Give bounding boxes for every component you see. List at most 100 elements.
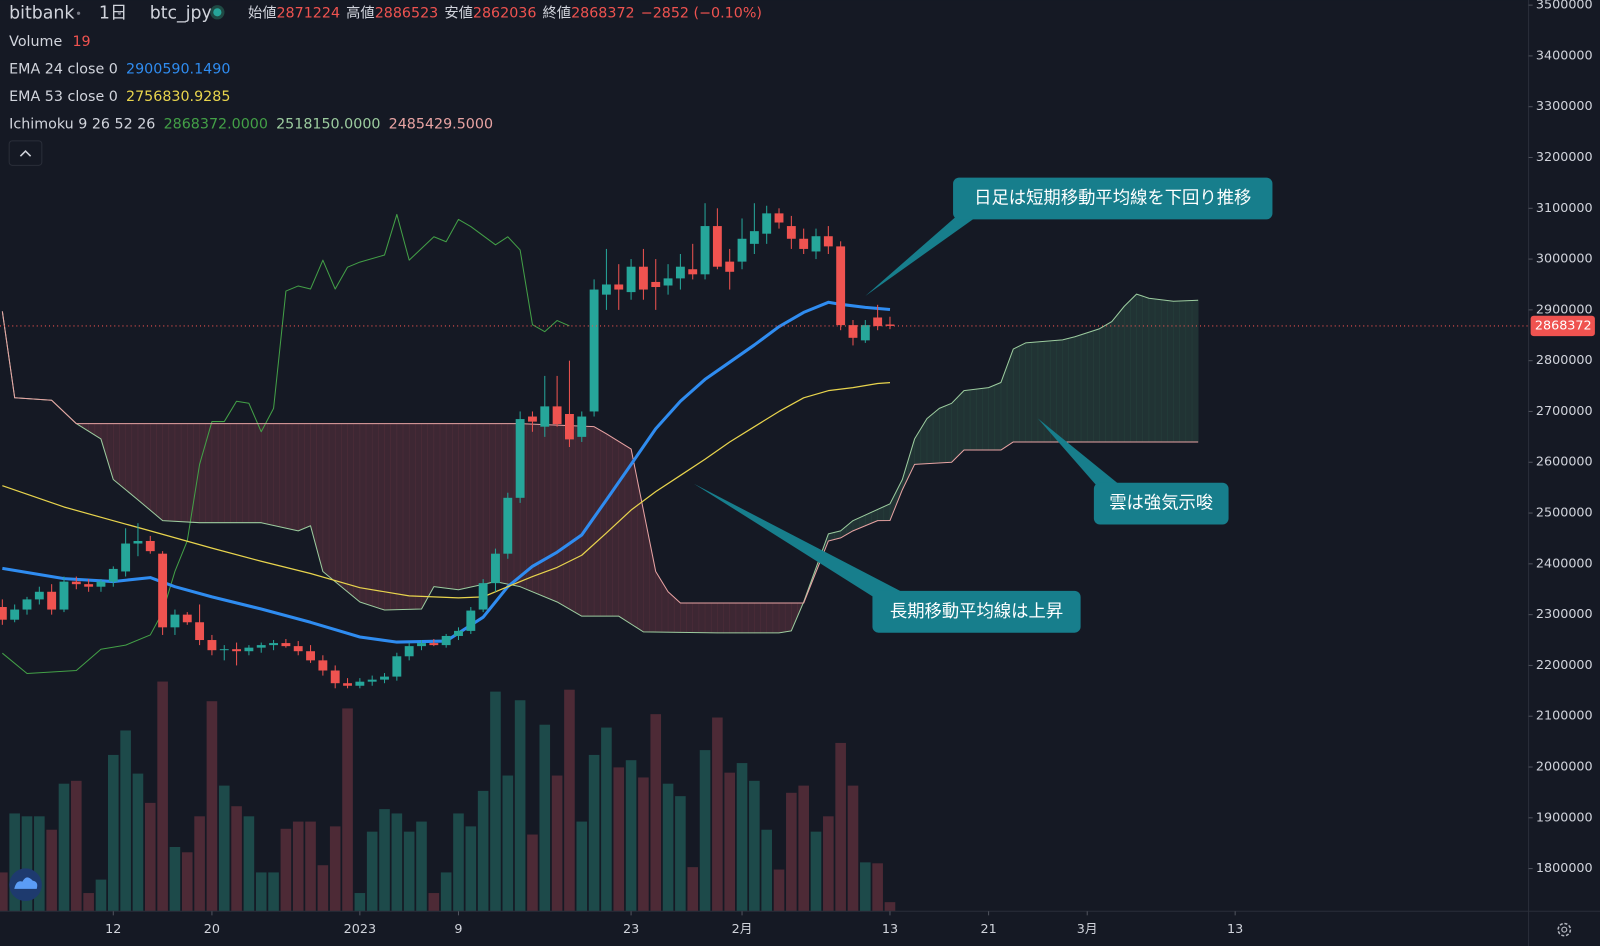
cloud-fill (1173, 300, 1180, 443)
separator-dot (76, 11, 81, 15)
cloud-fill (988, 384, 996, 451)
cloud-fill (316, 423, 324, 572)
candle-body (195, 622, 205, 641)
gear-icon[interactable] (1557, 922, 1572, 937)
callout-text: 長期移動平均線は上昇 (890, 602, 1063, 622)
cloud-fill (230, 423, 237, 524)
cloud-fill (408, 423, 416, 610)
ohlc-label: 終値 (543, 4, 572, 21)
cloud-fill (137, 423, 145, 506)
gear-hub[interactable] (1561, 926, 1568, 933)
y-tick-label: 3500000 (1536, 0, 1593, 13)
volume-bar (403, 831, 415, 912)
logo[interactable] (9, 868, 42, 902)
volume-bar (453, 813, 464, 912)
cloud-fill (1154, 298, 1162, 443)
volume-bar (95, 879, 107, 912)
volume-bar (514, 700, 526, 912)
y-tick-label: 1800000 (1536, 861, 1593, 876)
candle-body (528, 416, 537, 422)
cloud-fill (353, 423, 361, 603)
candle-body (651, 281, 661, 288)
candle-body (281, 643, 291, 647)
candle-body (355, 681, 365, 686)
x-tick-label: 13 (882, 922, 898, 937)
cloud-fill (692, 602, 700, 633)
candle-body (552, 406, 562, 425)
volume-bar (194, 816, 205, 912)
cloud-fill (125, 423, 133, 496)
candle-body (182, 614, 192, 623)
volume-bar (490, 691, 501, 912)
volume-bar (58, 783, 70, 912)
cloud-fill (341, 423, 348, 593)
legend-value: 19 (72, 34, 90, 50)
cloud-fill (347, 423, 355, 598)
volume-bar (835, 742, 846, 912)
cloud-fill (119, 423, 126, 491)
button-frame[interactable] (8, 140, 43, 166)
cloud-fill (297, 423, 305, 532)
callout-pointer (1037, 418, 1119, 492)
collapse-button[interactable] (8, 140, 43, 166)
candle-body (688, 269, 698, 275)
cloud-fill (304, 423, 311, 529)
candle-body (108, 568, 118, 582)
candle-body (601, 284, 611, 295)
y-tick-label: 2700000 (1536, 404, 1593, 419)
y-tick-label: 2300000 (1536, 607, 1593, 622)
candle-body (700, 226, 710, 275)
x-tick-label: 2月 (732, 922, 753, 937)
symbol-header: bitbank 1日 btc_jpy (9, 3, 212, 23)
cloud-fill (371, 423, 379, 609)
chevron-icon[interactable] (19, 149, 32, 157)
candle-body (293, 646, 303, 652)
volume-bar (132, 773, 144, 912)
x-tick-label: 9 (454, 922, 462, 937)
volume-bar (613, 767, 625, 912)
cloud-fill (1068, 336, 1076, 443)
volume-bar (280, 828, 292, 912)
volume-bar (120, 730, 131, 912)
cloud-fill (1123, 299, 1131, 443)
volume-bar (391, 813, 403, 912)
cloud-fill (754, 602, 761, 634)
x-tick-label: 23 (623, 922, 639, 937)
volume-bar (527, 834, 538, 912)
cloud-fill (168, 423, 176, 522)
volume-bar (379, 809, 390, 912)
candle-body (84, 584, 94, 587)
cloud-fill (963, 389, 971, 451)
ohlc-label: 高値 (346, 4, 375, 21)
cloud-fill (538, 424, 546, 598)
legend-ema24: EMA 24 close 0 2900590.1490 (9, 61, 230, 77)
logo-cloud[interactable] (14, 877, 38, 889)
cloud-fill (1056, 339, 1063, 443)
cloud-fill (328, 423, 336, 583)
cloud-fill (932, 407, 940, 464)
candle-body (491, 553, 500, 584)
y-tick-label: 2200000 (1536, 658, 1593, 673)
legend-value: 2518150.0000 (276, 117, 380, 133)
cloud-fill (149, 423, 157, 517)
x-tick-label: 21 (980, 922, 996, 937)
cloud-fill (741, 602, 749, 634)
cloud-fill (273, 423, 281, 528)
candle-body (269, 643, 279, 646)
candle-body (749, 231, 759, 244)
volume-bar (268, 872, 279, 912)
cloud-fill (433, 423, 441, 588)
settings-button[interactable] (1557, 922, 1572, 937)
candle-body (170, 614, 180, 628)
volume-bar (847, 785, 859, 912)
ohlc-value: 2886523 (375, 5, 439, 21)
cloud-fill (421, 423, 428, 610)
candle-body (133, 540, 143, 544)
volume-bar (736, 763, 748, 912)
cloud-fill (396, 423, 404, 611)
cloud-fill (606, 433, 613, 617)
volume-bar (588, 754, 600, 912)
cloud-fill (242, 423, 250, 524)
cloud-fill (211, 423, 219, 524)
candle-body (306, 651, 315, 661)
